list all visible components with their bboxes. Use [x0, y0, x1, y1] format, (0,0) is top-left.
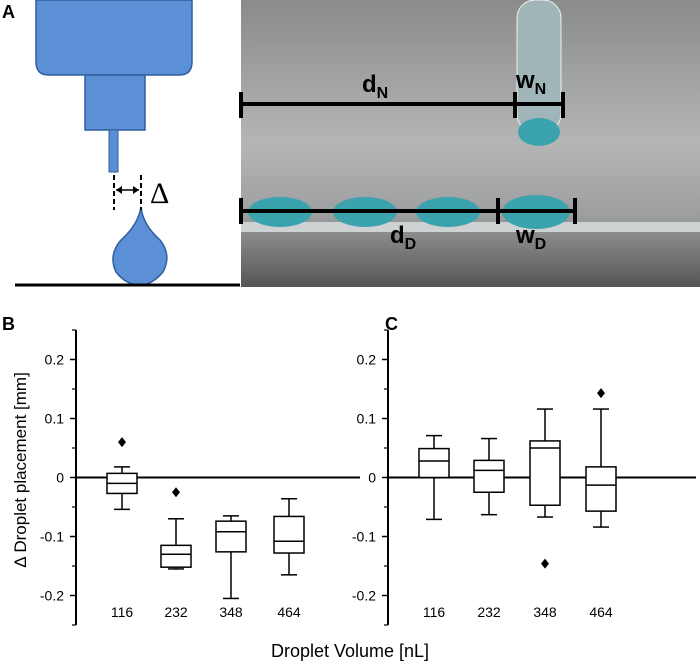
- photo-label: wD: [515, 222, 546, 253]
- photo: dN wN dD wD: [239, 0, 700, 287]
- y-tick-label: 0.1: [45, 411, 65, 427]
- arrowheads: [116, 186, 139, 194]
- diagram: Δ: [15, 0, 240, 287]
- pendant-drop: [518, 118, 560, 146]
- x-tick-label: 232: [164, 604, 188, 620]
- y-tick-label: 0.2: [357, 352, 377, 368]
- needle: [516, 0, 562, 133]
- outlier: [541, 558, 549, 569]
- panel-label: C: [385, 314, 398, 334]
- y-tick-label: 0.2: [45, 352, 65, 368]
- box: [473, 459, 505, 494]
- panel-label: A: [2, 2, 15, 22]
- dispenser-body: [84, 74, 146, 131]
- y-tick-label: 0: [56, 470, 64, 486]
- box: [215, 520, 247, 553]
- y-tick-label: -0.2: [40, 588, 64, 604]
- photo-label: wN: [515, 67, 546, 98]
- x-tick-label: 464: [277, 604, 301, 620]
- box: [585, 466, 617, 512]
- outlier: [118, 437, 126, 448]
- y-axis-label: Δ Droplet placement [mm]: [11, 372, 30, 568]
- gap-label: Δ: [150, 177, 169, 210]
- measure-bars: [239, 92, 577, 224]
- y-tick-label: 0: [368, 470, 376, 486]
- y-tick-label: 0.1: [357, 411, 377, 427]
- x-tick-label: 232: [477, 604, 501, 620]
- substrate-edge: [241, 222, 700, 232]
- y-tick-label: -0.1: [40, 529, 64, 545]
- photo-label: dN: [362, 71, 388, 102]
- x-tick-label: 116: [423, 604, 446, 620]
- box: [273, 515, 305, 554]
- photo-bg: [241, 0, 700, 287]
- box: [529, 440, 561, 506]
- x-tick-label: 348: [219, 604, 243, 620]
- x-axis-label: Droplet Volume [nL]: [271, 641, 429, 661]
- x-tick-label: 116: [111, 604, 134, 620]
- dispenser-head: [35, 0, 193, 76]
- x-tick-label: 464: [589, 604, 613, 620]
- droplet: [112, 206, 168, 286]
- outlier: [172, 487, 180, 498]
- photo-label: dD: [390, 222, 416, 253]
- x-tick-label: 348: [533, 604, 557, 620]
- y-tick-label: -0.2: [352, 588, 376, 604]
- nozzle: [108, 129, 119, 173]
- box: [418, 447, 450, 479]
- box: [160, 544, 192, 568]
- y-tick-label: -0.1: [352, 529, 376, 545]
- outlier: [597, 388, 605, 399]
- panel-label: B: [2, 314, 15, 334]
